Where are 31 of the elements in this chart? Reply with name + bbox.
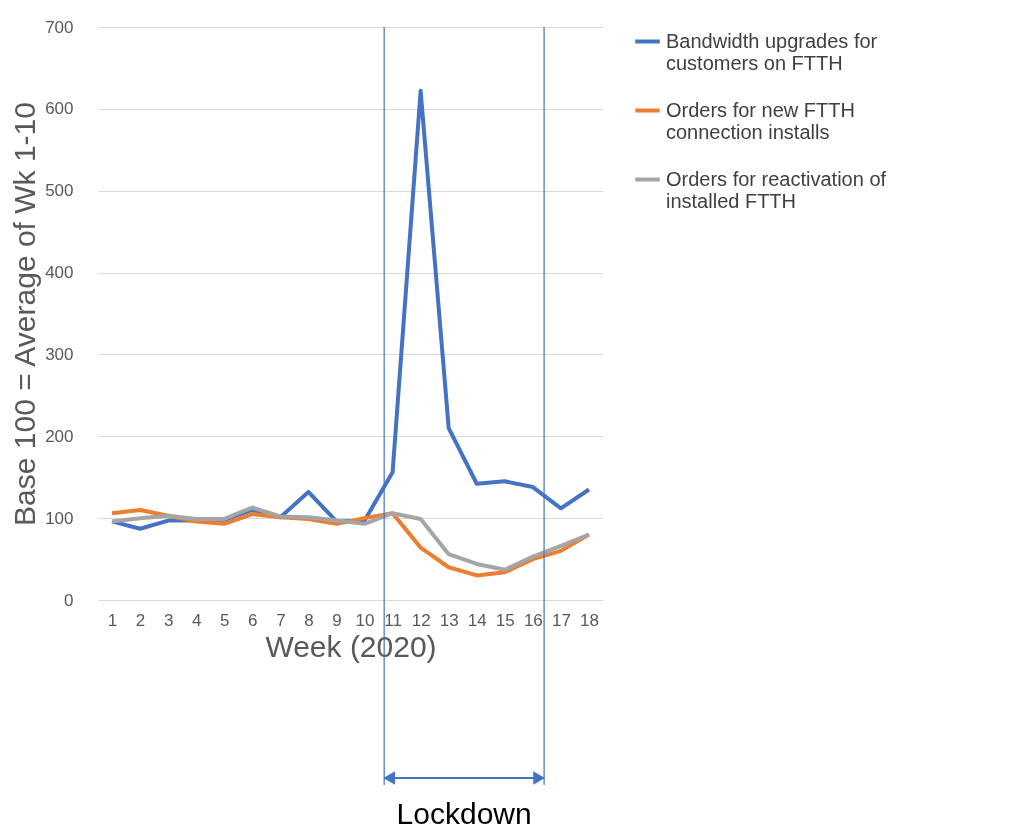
x-tick-label: 15 [495,610,515,630]
x-tick-label: 13 [439,610,459,630]
legend-label: Orders for new FTTH connection installs [666,98,855,143]
y-tick-label: 100 [45,508,74,528]
legend-label: Bandwidth upgrades for customers on FTTH [666,29,878,74]
y-tick-label: 700 [45,17,74,37]
x-tick-label: 18 [580,610,599,630]
y-tick-label: 500 [45,181,74,201]
x-tick-label: 4 [191,610,202,630]
x-tick-label: 10 [355,610,375,630]
x-tick-label: 8 [304,610,314,630]
legend-label: Orders for reactivation of installed FTTH [666,167,887,212]
text: Lockdown [396,797,532,828]
y-tick-label: 0 [64,590,74,610]
y-axis-title: Base 100 = Average of Wk 1-10 [8,102,42,526]
x-tick-label: 5 [220,610,230,630]
y-tick-label: 400 [45,263,74,283]
x-tick-label: 14 [467,610,487,630]
y-tick-label: 300 [45,344,74,364]
x-tick-label: 9 [332,610,342,630]
x-tick-label: 6 [248,610,258,630]
y-tick-label: 600 [45,99,74,119]
x-tick-label: 16 [523,610,543,630]
x-tick-label: 7 [276,610,286,630]
x-tick-label: 3 [163,610,174,630]
x-tick-label: 1 [107,610,118,630]
x-tick-label: 11 [384,610,402,630]
x-tick-label: 17 [551,610,571,630]
y-tick-label: 200 [45,426,74,446]
x-tick-label: 2 [135,610,146,630]
x-tick-label: 12 [411,610,431,630]
